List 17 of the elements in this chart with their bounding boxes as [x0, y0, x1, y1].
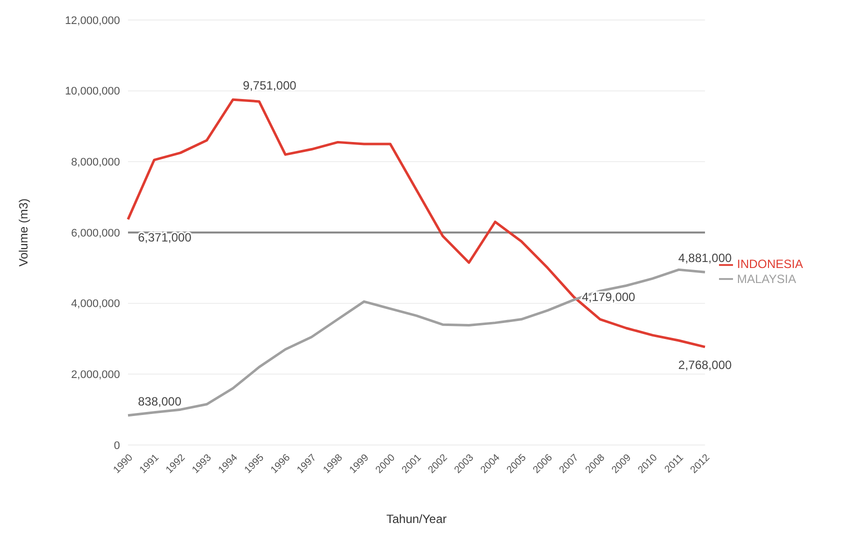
data-label: 4,179,000: [582, 290, 636, 304]
y-tick-label: 4,000,000: [71, 298, 120, 310]
legend-label: INDONESIA: [736, 256, 803, 271]
y-tick-label: 6,000,000: [71, 227, 120, 240]
data-label: 6,371,000: [138, 230, 192, 244]
y-tick-label: 2,000,000: [71, 369, 120, 382]
y-tick-label: 8,000,000: [71, 156, 120, 169]
y-tick-label: 12,000,000: [64, 14, 120, 27]
data-label: 838,000: [138, 394, 182, 408]
data-label: 2,768,000: [678, 358, 732, 372]
y-tick-label: 0: [114, 440, 120, 452]
data-label: 4,881,000: [678, 251, 732, 266]
legend-label: MALAYSIA: [736, 272, 796, 286]
data-label: 9,751,000: [242, 78, 297, 93]
y-tick-label: 10,000,000: [64, 86, 120, 98]
x-axis-title: Tahun/Year: [386, 512, 447, 526]
y-axis-title: Volume (m3): [16, 198, 30, 267]
